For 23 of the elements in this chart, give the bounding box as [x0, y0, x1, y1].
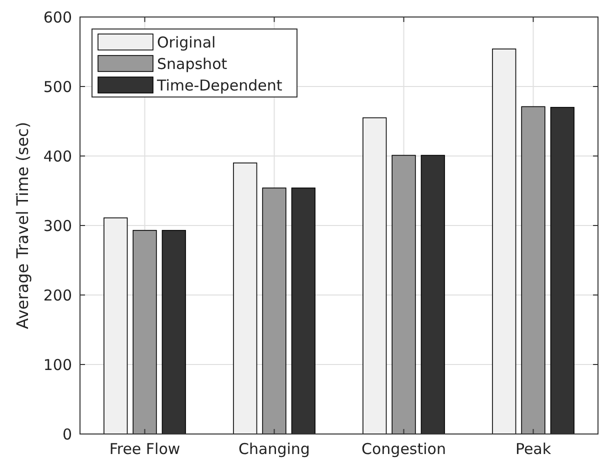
x-tick-label: Changing: [238, 440, 310, 458]
bar: [233, 162, 258, 434]
x-tick-label: Peak: [515, 440, 552, 458]
x-tick-label: Congestion: [362, 440, 446, 458]
y-tick-label: 600: [43, 8, 72, 26]
y-tick-label: 500: [43, 78, 72, 96]
bar: [104, 217, 128, 434]
y-axis-title: Average Travel Time (sec): [13, 122, 32, 330]
y-tick-label: 400: [43, 147, 72, 166]
legend-label: Time-Dependent: [156, 76, 282, 94]
bar: [392, 154, 416, 434]
bar: [132, 230, 157, 434]
y-tick-label: 200: [43, 286, 72, 304]
bar: [521, 106, 546, 434]
y-tick-label: 0: [62, 425, 72, 444]
bar: [262, 188, 286, 434]
y-tick-label: 300: [43, 216, 72, 235]
y-tick-label: 100: [43, 356, 72, 374]
bar: [492, 48, 516, 434]
bar: [362, 117, 387, 434]
legend-label: Snapshot: [157, 54, 228, 73]
legend-label: Original: [157, 33, 216, 52]
x-tick-label: Free Flow: [109, 440, 180, 458]
